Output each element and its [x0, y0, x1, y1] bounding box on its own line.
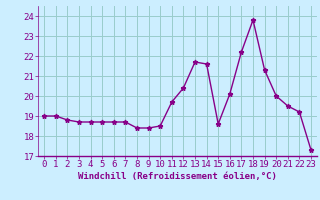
- X-axis label: Windchill (Refroidissement éolien,°C): Windchill (Refroidissement éolien,°C): [78, 172, 277, 181]
